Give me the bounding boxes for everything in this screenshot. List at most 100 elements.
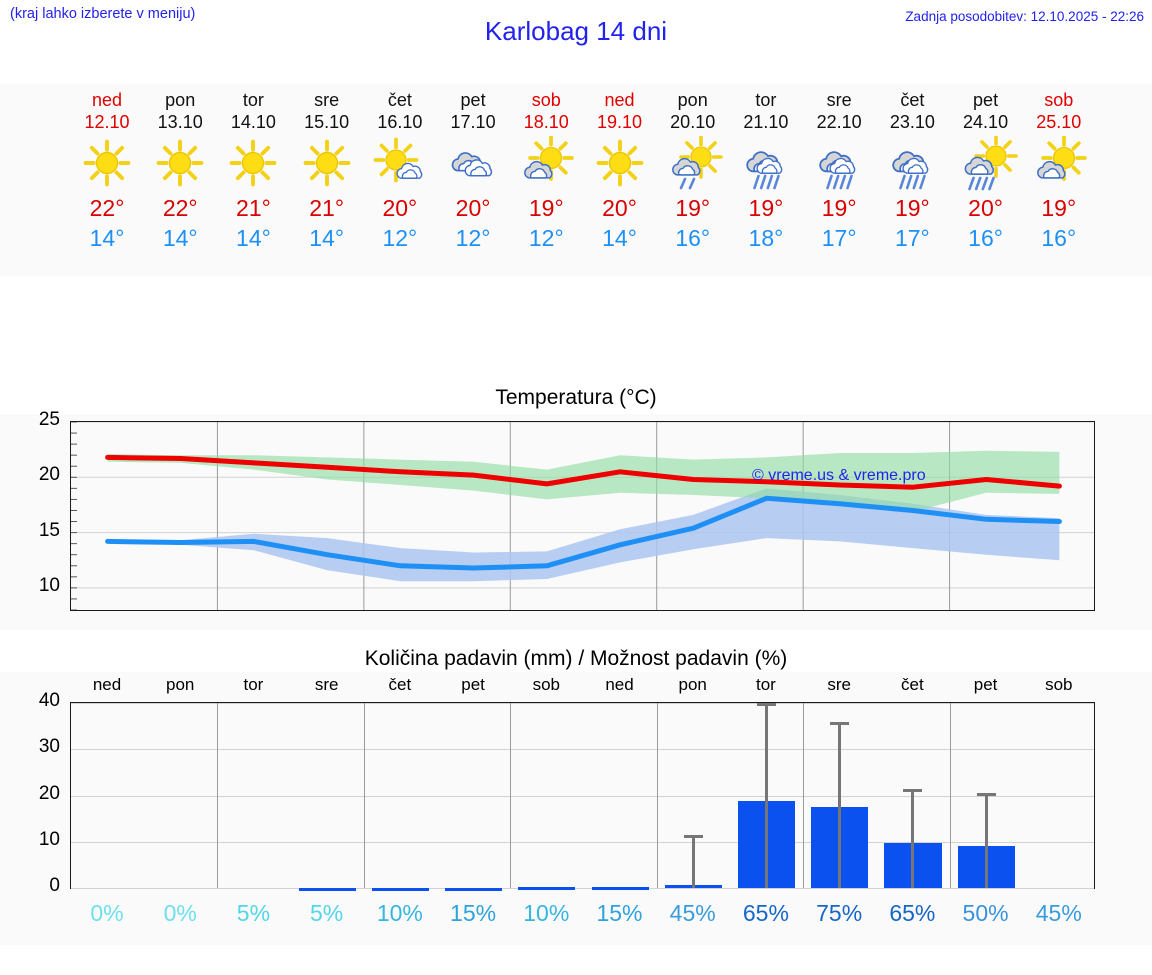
day-date-label: 20.10 bbox=[670, 112, 716, 132]
day-date-label: 15.10 bbox=[304, 112, 350, 132]
day-date-label: 12.10 bbox=[84, 112, 130, 132]
day-column[interactable]: pet 24.10 20° 16° bbox=[947, 84, 1025, 276]
precipitation-day-label: čet bbox=[388, 675, 412, 694]
precipitation-day-label: ned bbox=[92, 675, 122, 694]
day-column[interactable]: pet 17.10 20° 12° bbox=[434, 84, 512, 276]
precipitation-day-labels: ned pon tor sre čet pet sob ned pon tor sre čet pet s… bbox=[70, 675, 1095, 699]
sun-icon bbox=[214, 135, 292, 193]
precipitation-day-label: tor bbox=[243, 675, 264, 694]
day-column[interactable]: čet 16.10 20° 12° bbox=[361, 84, 439, 276]
day-of-week-label: pon bbox=[165, 90, 196, 110]
precipitation-probability-label: 75% bbox=[816, 900, 863, 926]
day-max-temp: 21° bbox=[236, 195, 271, 221]
day-min-temp: 14° bbox=[309, 225, 345, 251]
day-max-temp: 19° bbox=[675, 195, 711, 221]
precipitation-gridline bbox=[71, 841, 1094, 843]
temperature-y-tick-label: 25 bbox=[38, 409, 60, 430]
day-column[interactable]: sob 18.10 19° 12° bbox=[507, 84, 585, 276]
day-date-label: 13.10 bbox=[157, 112, 203, 132]
precipitation-probability-label: 5% bbox=[310, 900, 344, 926]
day-column[interactable]: tor 21.10 19° 18° bbox=[727, 84, 805, 276]
precipitation-day-divider bbox=[363, 703, 365, 888]
precipitation-day-divider bbox=[949, 703, 951, 888]
day-min-temp: 16° bbox=[1041, 225, 1077, 251]
day-date-label: 18.10 bbox=[523, 112, 569, 132]
day-column[interactable]: sob 25.10 19° 16° bbox=[1020, 84, 1098, 276]
precipitation-whisker bbox=[691, 834, 695, 888]
day-date-label: 23.10 bbox=[889, 112, 935, 132]
day-date-label: 16.10 bbox=[377, 112, 423, 132]
day-of-week-label: pet bbox=[460, 90, 486, 110]
day-min-temp: 12° bbox=[528, 225, 564, 251]
day-of-week-label: tor bbox=[242, 90, 264, 110]
precipitation-probability-label: 45% bbox=[1035, 900, 1082, 926]
precipitation-day-label: pet bbox=[973, 675, 998, 694]
day-column[interactable]: sre 15.10 21° 14° bbox=[288, 84, 366, 276]
day-column[interactable]: ned 12.10 22° 14° bbox=[68, 84, 146, 276]
day-min-temp: 14° bbox=[236, 225, 271, 251]
precipitation-probability-label: 10% bbox=[523, 900, 570, 926]
day-date-label: 25.10 bbox=[1036, 112, 1082, 132]
precipitation-probability-label: 10% bbox=[376, 900, 423, 926]
day-max-temp: 19° bbox=[821, 195, 857, 221]
day-of-week-label: pet bbox=[973, 90, 999, 110]
temperature-chart-title: Temperatura (°C) bbox=[495, 386, 657, 409]
day-max-temp: 20° bbox=[455, 195, 491, 221]
precipitation-whisker bbox=[911, 788, 915, 888]
cloud-rain-icon bbox=[800, 135, 878, 193]
temperature-y-tick-label: 10 bbox=[38, 574, 60, 596]
day-column[interactable]: pon 13.10 22° 14° bbox=[141, 84, 219, 276]
cloud-rain-icon bbox=[873, 135, 951, 193]
precipitation-bar bbox=[371, 887, 429, 891]
cloud-rain-icon bbox=[727, 135, 805, 193]
precipitation-whisker bbox=[838, 721, 842, 888]
precipitation-y-tick-label: 40 bbox=[38, 690, 60, 711]
day-of-week-label: sob bbox=[1044, 90, 1074, 110]
day-min-temp: 16° bbox=[968, 225, 1003, 251]
day-of-week-label: pon bbox=[677, 90, 708, 110]
copyright-watermark: © vreme.us & vreme.pro bbox=[752, 467, 926, 484]
precipitation-whisker-cap bbox=[683, 834, 703, 838]
precipitation-day-label: sob bbox=[532, 675, 560, 694]
precipitation-plot-area bbox=[70, 702, 1095, 891]
day-column[interactable]: pon 20.10 19° 16° bbox=[654, 84, 732, 276]
precipitation-day-divider bbox=[510, 703, 512, 888]
precipitation-day-label: pon bbox=[678, 675, 707, 694]
day-max-temp: 20° bbox=[602, 195, 637, 221]
precipitation-whisker-cap bbox=[830, 721, 850, 725]
precipitation-day-label: sre bbox=[314, 675, 339, 694]
day-min-temp: 14° bbox=[162, 225, 198, 251]
day-min-temp: 17° bbox=[821, 225, 857, 251]
precipitation-day-label: sob bbox=[1045, 675, 1073, 694]
day-min-temp: 12° bbox=[382, 225, 418, 251]
day-max-temp: 22° bbox=[89, 195, 125, 221]
day-column[interactable]: sre 22.10 19° 17° bbox=[800, 84, 878, 276]
temperature-y-tick-label: 15 bbox=[38, 519, 60, 541]
day-column[interactable]: tor 14.10 21° 14° bbox=[214, 84, 292, 276]
precipitation-whisker bbox=[984, 793, 988, 888]
day-min-temp: 14° bbox=[89, 225, 125, 251]
sun-icon bbox=[581, 135, 659, 193]
sun-icon bbox=[141, 135, 219, 193]
temperature-y-tick-label: 20 bbox=[38, 464, 60, 486]
section-spacer-2 bbox=[0, 640, 1152, 672]
day-column[interactable]: ned 19.10 20° 14° bbox=[581, 84, 659, 276]
day-max-temp: 19° bbox=[894, 195, 930, 221]
day-date-label: 17.10 bbox=[450, 112, 496, 132]
precipitation-probability-label: 45% bbox=[669, 900, 716, 926]
day-date-label: 22.10 bbox=[816, 112, 862, 132]
precipitation-bar bbox=[445, 887, 503, 891]
temperature-series-svg bbox=[71, 422, 1094, 610]
precipitation-whisker-cap bbox=[976, 793, 996, 797]
precipitation-day-label: tor bbox=[756, 675, 776, 694]
precipitation-probability-label: 0% bbox=[163, 900, 197, 926]
page-title: Karlobag 14 dni bbox=[484, 16, 668, 46]
day-min-temp: 18° bbox=[748, 225, 784, 251]
precipitation-day-label: pon bbox=[166, 675, 195, 694]
day-column[interactable]: čet 23.10 19° 17° bbox=[873, 84, 951, 276]
precipitation-bar bbox=[591, 887, 649, 891]
day-max-temp: 21° bbox=[309, 195, 345, 221]
sun-cloud-light-rain-icon bbox=[654, 135, 732, 193]
daily-forecast-strip: ned 12.10 22° 14° pon 13.10 22° 14° tor 14.10 21° 1… bbox=[0, 84, 1152, 276]
precipitation-y-tick-label: 10 bbox=[38, 828, 60, 850]
